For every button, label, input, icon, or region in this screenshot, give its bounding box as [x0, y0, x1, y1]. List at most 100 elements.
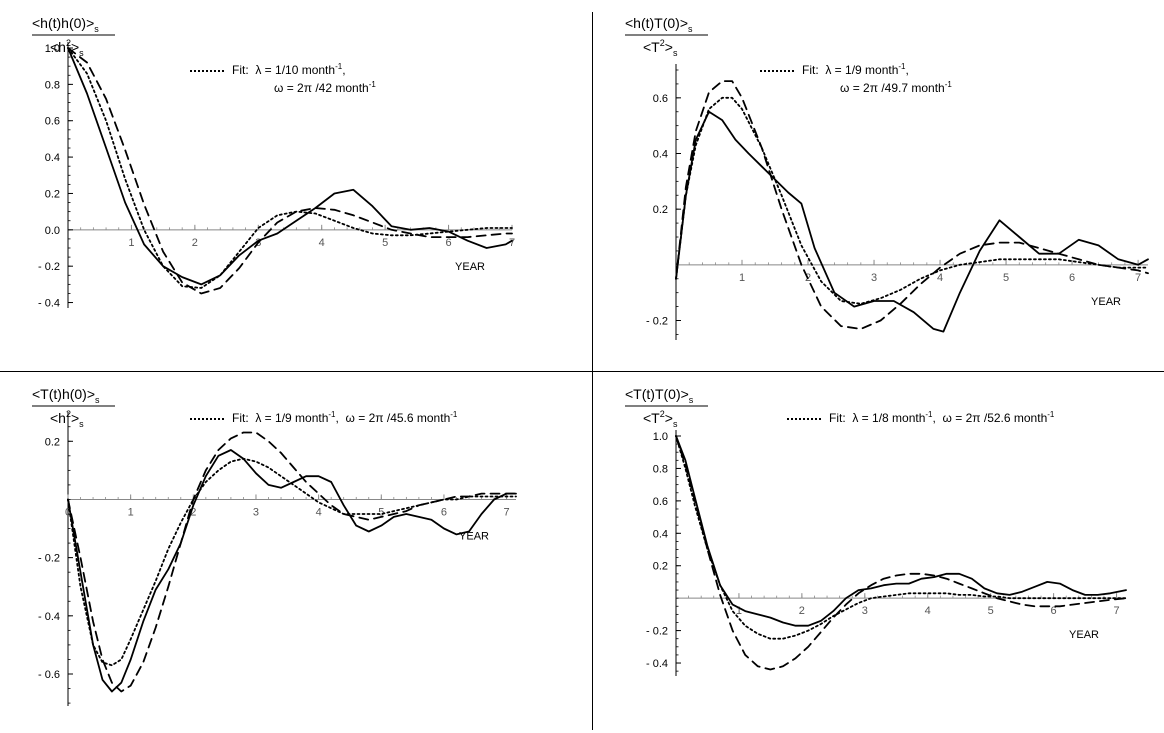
- y-label-numerator: <T(t)h(0)>s: [32, 386, 100, 405]
- x-axis-label: YEAR: [1069, 629, 1099, 641]
- x-tick-label: 4: [937, 272, 943, 284]
- y-tick-label: 0.2: [653, 561, 668, 573]
- x-tick-label: 4: [925, 605, 931, 617]
- legend-lambda-end: ,: [335, 411, 339, 425]
- legend-fit-label: Fit:: [829, 411, 846, 425]
- series-line-dotted: [67, 47, 513, 289]
- legend-omega-sup: -1: [450, 410, 458, 419]
- x-tick-label: 1: [736, 605, 742, 617]
- y-label-numerator: <T(t)T(0)>s: [625, 386, 694, 405]
- x-tick-label: 6: [1069, 272, 1075, 284]
- legend-omega-line: ω = 2π /42 month-1: [274, 80, 376, 95]
- y-tick-label: 0.0: [45, 225, 60, 237]
- legend-fit-label: Fit:: [232, 63, 249, 77]
- x-tick-label: 2: [192, 237, 198, 249]
- y-tick-label: 0.4: [45, 152, 60, 164]
- y-tick-label: - 0.2: [646, 316, 668, 328]
- x-axis-label: YEAR: [455, 261, 485, 273]
- y-label-denominator: <h2>s: [50, 38, 84, 58]
- y-tick-label: 0.8: [45, 79, 60, 91]
- y-tick-label: 0.6: [653, 93, 668, 105]
- y-tick-label: 0.2: [653, 204, 668, 216]
- y-tick-label: 0.4: [653, 528, 668, 540]
- x-tick-label: 4: [316, 506, 322, 518]
- y-label-denominator: <T2>s: [643, 38, 678, 58]
- legend-omega-sup: -1: [944, 80, 952, 89]
- legend-dotted-swatch: [760, 69, 794, 72]
- y-tick-label: - 0.2: [38, 553, 60, 565]
- x-tick-label: 7: [509, 237, 515, 249]
- series-line-solid: [67, 47, 513, 286]
- y-tick-label: - 0.4: [646, 658, 668, 670]
- legend-lambda-sup: -1: [328, 410, 336, 419]
- x-axis-label: YEAR: [459, 530, 489, 542]
- series-line-solid: [675, 110, 1149, 333]
- y-label-numerator: <h(t)h(0)>s: [32, 15, 99, 34]
- y-tick-label: 0.6: [653, 496, 668, 508]
- series-line-solid: [675, 435, 1127, 627]
- y-tick-label: - 0.4: [38, 298, 60, 310]
- x-tick-label: 1: [739, 272, 745, 284]
- legend-lambda-sup: -1: [335, 62, 343, 71]
- legend-lambda: λ = 1/8 month: [852, 411, 926, 425]
- legend-omega-sup: -1: [368, 80, 376, 89]
- legend-lambda-end: ,: [905, 63, 909, 77]
- x-tick-label: 5: [1003, 272, 1009, 284]
- legend-top-right: Fit: λ = 1/9 month-1, ω = 2π /49.7 month…: [760, 62, 952, 95]
- x-tick-label: 1: [128, 506, 134, 518]
- legend-lambda: λ = 1/9 month: [825, 63, 899, 77]
- series-line-dashed: [675, 80, 1149, 330]
- series-line-solid: [67, 449, 517, 693]
- legend-omega: ω = 2π /45.6 month: [345, 411, 451, 425]
- x-tick-label: 2: [799, 605, 805, 617]
- y-tick-label: 0.6: [45, 116, 60, 128]
- y-tick-label: - 0.6: [38, 669, 60, 681]
- series-line-dashed: [675, 435, 1127, 671]
- y-tick-label: 0.8: [653, 463, 668, 475]
- horizontal-divider: [0, 371, 1164, 372]
- x-tick-label: 3: [871, 272, 877, 284]
- legend-omega-line: ω = 2π /49.7 month-1: [840, 80, 952, 95]
- legend-lambda: λ = 1/9 month: [255, 411, 329, 425]
- series-line-dotted: [675, 435, 1127, 640]
- legend-dotted-swatch: [190, 69, 224, 72]
- y-tick-label: 1.0: [653, 431, 668, 443]
- x-tick-label: 3: [862, 605, 868, 617]
- y-label-numerator: <h(t)T(0)>s: [625, 15, 693, 34]
- x-tick-label: 1: [128, 237, 134, 249]
- x-tick-label: 4: [319, 237, 325, 249]
- y-tick-label: 1.0: [45, 43, 60, 55]
- x-tick-label: 0: [65, 506, 71, 518]
- series-line-dashed: [67, 47, 513, 295]
- y-label-denominator: <T2>s: [643, 409, 678, 429]
- legend-dotted-swatch: [787, 417, 821, 420]
- x-axis-label: YEAR: [1091, 296, 1121, 308]
- x-tick-label: 5: [382, 237, 388, 249]
- y-tick-label: 0.4: [653, 149, 668, 161]
- series-line-dotted: [675, 96, 1149, 305]
- x-tick-label: 7: [1113, 605, 1119, 617]
- y-tick-label: - 0.2: [646, 626, 668, 638]
- legend-bottom-left: Fit: λ = 1/9 month-1, ω = 2π /45.6 month…: [190, 410, 457, 425]
- legend-lambda-sup: -1: [925, 410, 933, 419]
- legend-lambda-sup: -1: [898, 62, 906, 71]
- legend-top-left: Fit: λ = 1/10 month-1, ω = 2π /42 month-…: [190, 62, 376, 95]
- series-line-dotted: [67, 457, 517, 667]
- legend-omega-sup: -1: [1047, 410, 1055, 419]
- y-tick-label: 0.2: [45, 436, 60, 448]
- legend-lambda-end: ,: [932, 411, 936, 425]
- y-tick-label: 0.2: [45, 188, 60, 200]
- legend-lambda-end: ,: [342, 63, 346, 77]
- series-line-dashed: [67, 431, 517, 693]
- y-tick-label: - 0.4: [38, 611, 60, 623]
- legend-dotted-swatch: [190, 417, 224, 420]
- legend-omega: ω = 2π /49.7 month: [840, 81, 945, 95]
- legend-bottom-right: Fit: λ = 1/8 month-1, ω = 2π /52.6 month…: [787, 410, 1054, 425]
- y-label-denominator: <h2>s: [50, 409, 84, 429]
- legend-omega: ω = 2π /42 month: [274, 81, 369, 95]
- legend-fit-label: Fit:: [802, 63, 819, 77]
- x-tick-label: 5: [378, 506, 384, 518]
- x-tick-label: 7: [504, 506, 510, 518]
- x-tick-label: 3: [253, 506, 259, 518]
